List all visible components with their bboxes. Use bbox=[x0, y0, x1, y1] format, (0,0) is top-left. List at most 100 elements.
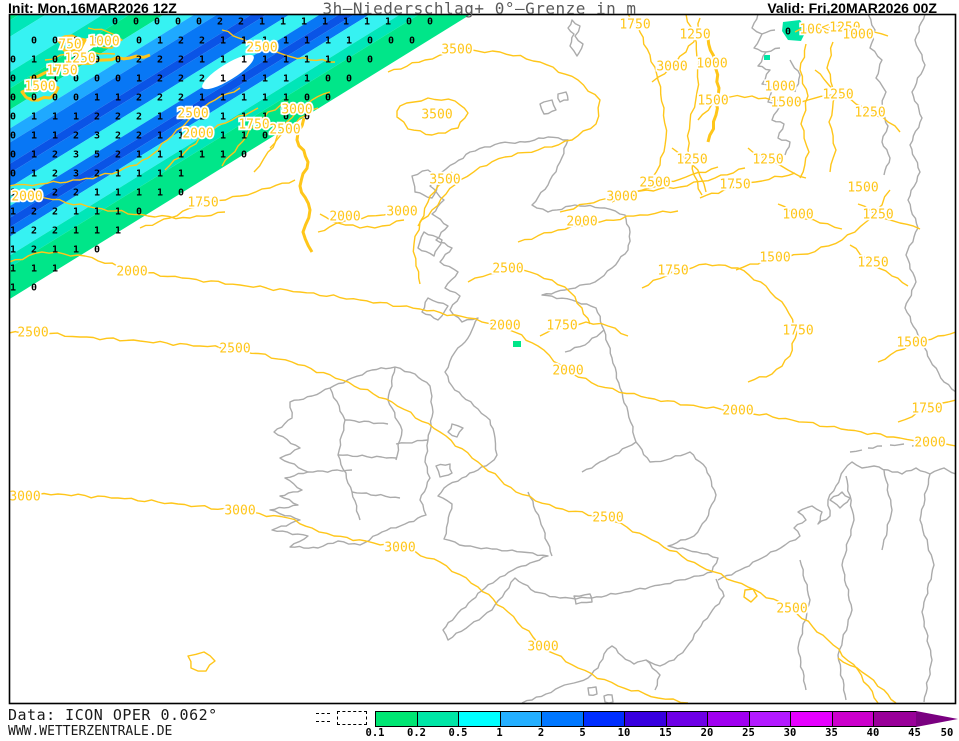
precip-value: 0 bbox=[241, 150, 247, 161]
precip-value: 2 bbox=[31, 226, 37, 237]
precip-value: 2 bbox=[178, 36, 184, 47]
coastline bbox=[881, 469, 893, 551]
contour-label: 1250 bbox=[854, 106, 885, 121]
precip-value: 1 bbox=[241, 36, 247, 47]
precip-value: 1 bbox=[241, 112, 247, 123]
freezing-level-contour bbox=[56, 34, 87, 53]
precip-value: 1 bbox=[136, 188, 142, 199]
precip-value: 1 bbox=[115, 169, 121, 180]
precip-value: 1 bbox=[94, 207, 100, 218]
coastline bbox=[337, 454, 397, 459]
precip-value: 1 bbox=[178, 169, 184, 180]
precip-value: 0 bbox=[262, 131, 268, 142]
precip-value: 1 bbox=[220, 131, 226, 142]
contour-label: 1750 bbox=[911, 402, 942, 417]
precip-value: 0 bbox=[346, 74, 352, 85]
contour-label: 3000 bbox=[656, 60, 687, 75]
precip-value: 0 bbox=[136, 36, 142, 47]
freezing-level-contour bbox=[747, 147, 807, 179]
precip-value: 1 bbox=[94, 226, 100, 237]
precip-value: 0 bbox=[31, 74, 37, 85]
precip-value: 1 bbox=[322, 17, 328, 28]
coastline bbox=[717, 461, 956, 581]
freezing-level-contour bbox=[29, 53, 151, 80]
precip-value: 2 bbox=[199, 36, 205, 47]
precip-value: 1 bbox=[304, 74, 310, 85]
precip-value: 2 bbox=[94, 112, 100, 123]
contour-label: 2000 bbox=[329, 210, 360, 225]
precip-value: 1 bbox=[52, 245, 58, 256]
precip-value: 1 bbox=[52, 112, 58, 123]
precip-value: 0 bbox=[94, 245, 100, 256]
precip-value: 1 bbox=[262, 55, 268, 66]
contour-label: 3000 bbox=[281, 103, 312, 118]
precip-value: 2 bbox=[115, 112, 121, 123]
coastline bbox=[344, 419, 389, 425]
coastline bbox=[417, 231, 443, 257]
precip-value: 0 bbox=[112, 17, 118, 28]
colorbar-tick-label: 40 bbox=[866, 727, 880, 739]
precipitation-layer bbox=[9, 14, 807, 432]
precip-value: 1 bbox=[241, 131, 247, 142]
precip-band bbox=[9, 14, 563, 295]
colorbar-segment bbox=[708, 712, 750, 726]
colorbar-segment bbox=[376, 712, 418, 726]
freezing-level-contour bbox=[559, 167, 746, 213]
coastline bbox=[751, 14, 791, 156]
contour-label: 1000 bbox=[799, 23, 830, 38]
precip-value: 0 bbox=[283, 112, 289, 123]
precip-value: 0 bbox=[10, 112, 16, 123]
coastline bbox=[557, 91, 569, 103]
precip-band bbox=[9, 14, 577, 318]
precip-value: 1 bbox=[241, 74, 247, 85]
coastline bbox=[387, 366, 403, 461]
freezing-level-contour bbox=[9, 251, 956, 447]
freezing-level-contour bbox=[735, 189, 891, 271]
precip-value: 1 bbox=[52, 131, 58, 142]
precip-value: 0 bbox=[52, 55, 58, 66]
freezing-level-contour bbox=[697, 89, 847, 121]
precip-value: 2 bbox=[157, 74, 163, 85]
coastline bbox=[789, 59, 801, 93]
precip-value: 0 bbox=[367, 55, 373, 66]
contour-label: 1250 bbox=[822, 88, 853, 103]
contour-label: 1250 bbox=[752, 153, 783, 168]
precip-value: 1 bbox=[364, 17, 370, 28]
precip-band bbox=[9, 14, 597, 351]
coastline bbox=[447, 423, 464, 438]
contour-label: 2000 bbox=[914, 436, 945, 451]
contour-label: 1750 bbox=[782, 324, 813, 339]
precip-value: 1 bbox=[346, 36, 352, 47]
precip-value: 1 bbox=[220, 150, 226, 161]
precip-band bbox=[9, 14, 571, 308]
colorbar-segment bbox=[500, 712, 542, 726]
precip-value: 1 bbox=[385, 17, 391, 28]
colorbar-segment bbox=[625, 712, 667, 726]
freezing-level-contour bbox=[699, 172, 796, 199]
map-border bbox=[8, 13, 957, 705]
precip-value: 1 bbox=[10, 283, 16, 294]
precip-band bbox=[9, 14, 619, 387]
contour-label: 2500 bbox=[639, 176, 670, 191]
precip-band bbox=[9, 14, 606, 364]
contour-label: 2500 bbox=[492, 262, 523, 277]
coastline bbox=[867, 445, 883, 449]
precip-value: 1 bbox=[73, 226, 79, 237]
freezing-level-contour bbox=[837, 657, 897, 704]
freezing-level-contour bbox=[849, 244, 909, 287]
precip-value: 2 bbox=[52, 207, 58, 218]
freezing-level-contour bbox=[517, 210, 679, 243]
precip-value: 0 bbox=[406, 17, 412, 28]
precip-value: 2 bbox=[94, 169, 100, 180]
precip-value: 0 bbox=[304, 112, 310, 123]
coastline bbox=[797, 559, 811, 691]
precip-value: 1 bbox=[262, 36, 268, 47]
freezing-level-contour bbox=[685, 14, 703, 196]
precip-value: 1 bbox=[262, 74, 268, 85]
colorbar-empty-box bbox=[337, 711, 367, 725]
contour-label: <1250 bbox=[821, 21, 860, 36]
precip-value: 1 bbox=[157, 36, 163, 47]
contour-label: 3000 bbox=[386, 205, 417, 220]
